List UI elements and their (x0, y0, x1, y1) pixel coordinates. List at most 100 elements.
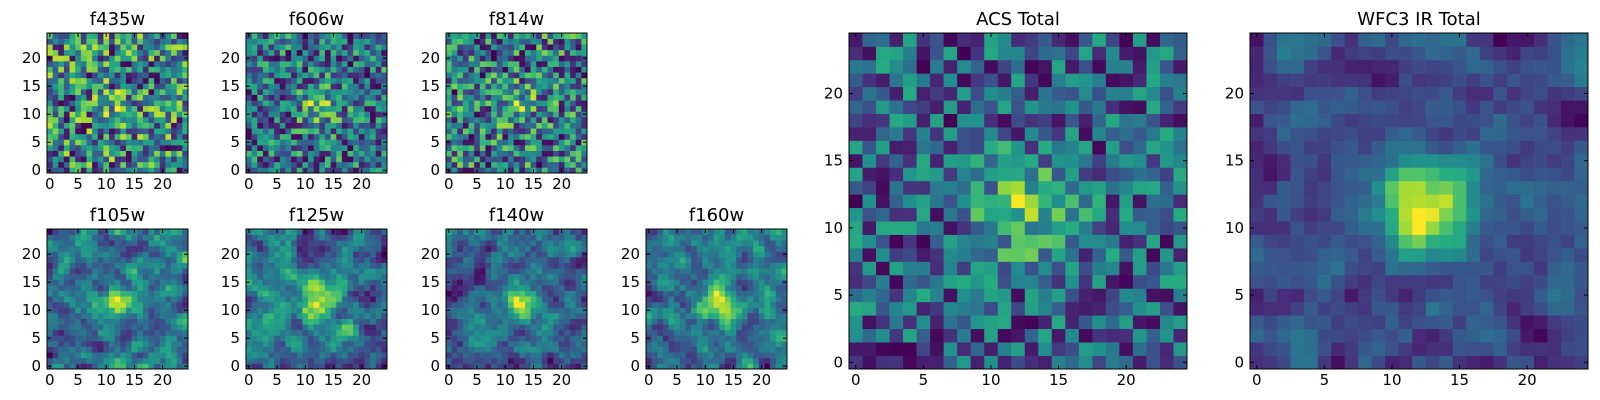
heatmap-cell (747, 346, 754, 353)
heatmap-cell (262, 307, 269, 314)
heatmap-cell (285, 128, 292, 135)
heatmap-cell (165, 49, 172, 56)
heatmap-cell (547, 329, 554, 336)
heatmap-cell (324, 117, 331, 123)
heatmap-cell (353, 44, 360, 51)
heatmap-cell (182, 128, 189, 135)
heatmap-cell (708, 279, 715, 286)
heatmap-cell (930, 194, 944, 209)
heatmap-cell (86, 61, 93, 67)
heatmap-cell (268, 341, 275, 347)
heatmap-cell (446, 273, 452, 280)
heatmap-cell (536, 105, 543, 112)
heatmap-cell (268, 72, 275, 79)
heatmap-cell (268, 77, 275, 84)
heatmap-cell (148, 83, 155, 90)
heatmap-cell (257, 61, 264, 67)
heatmap-cell (103, 262, 110, 269)
heatmap-cell (462, 273, 469, 280)
heatmap-cell (1132, 207, 1147, 222)
heatmap-cell (1011, 248, 1026, 262)
heatmap-cell (302, 38, 309, 45)
heatmap-cell (1024, 167, 1039, 182)
heatmap-cell (570, 335, 577, 342)
heatmap-cell (148, 285, 155, 291)
heatmap-cell (251, 324, 258, 331)
heatmap-cell (519, 33, 526, 39)
y-tick-label: 10 (22, 105, 41, 123)
heatmap-cell (708, 245, 715, 252)
heatmap-cell (274, 128, 281, 135)
heatmap-cell (513, 262, 520, 269)
heatmap-cell (159, 296, 166, 303)
heatmap-cell (657, 285, 664, 291)
heatmap-cell (341, 229, 348, 235)
heatmap-cell (109, 363, 116, 370)
heatmap-cell (508, 44, 515, 51)
heatmap-cell (553, 139, 560, 146)
heatmap-cell (285, 363, 292, 370)
heatmap-cell (651, 341, 658, 347)
heatmap-cell (148, 234, 155, 241)
heatmap-cell (279, 77, 286, 84)
heatmap-cell (558, 245, 565, 252)
heatmap-cell (114, 145, 121, 151)
heatmap-cell (496, 273, 503, 280)
heatmap-cell (159, 245, 166, 252)
heatmap-cell (69, 279, 76, 286)
heatmap-cell (770, 257, 777, 263)
heatmap-cell (341, 363, 348, 370)
heatmap-cell (446, 161, 452, 168)
heatmap-cell (142, 363, 149, 370)
heatmap-cell (154, 100, 161, 107)
heatmap-cell (474, 251, 481, 258)
heatmap-cell (558, 89, 565, 95)
heatmap-cell (553, 133, 560, 140)
heatmap-cell (1051, 167, 1066, 182)
heatmap-cell (547, 150, 554, 157)
heatmap-cell (159, 307, 166, 314)
heatmap-cell (69, 83, 76, 90)
heatmap-cell (176, 89, 183, 95)
heatmap-cell (524, 128, 531, 135)
heatmap-cell (257, 307, 264, 314)
heatmap-cell (662, 307, 669, 314)
heatmap-cell (1092, 234, 1107, 249)
heatmap-cell (719, 352, 726, 359)
heatmap-cell (154, 66, 161, 73)
heatmap-cell (279, 122, 286, 129)
heatmap-cell (997, 194, 1012, 209)
heatmap-cell (916, 328, 931, 343)
heatmap-cell (491, 268, 498, 275)
heatmap-cell (257, 301, 264, 308)
heatmap-cell (159, 94, 166, 101)
heatmap-cell (358, 234, 365, 241)
heatmap-cell (513, 251, 520, 258)
heatmap-cell (741, 251, 748, 258)
heatmap-cell (1105, 221, 1120, 235)
heatmap-cell (496, 145, 503, 151)
heatmap-cell (52, 240, 59, 247)
heatmap-cell (468, 290, 475, 297)
heatmap-cell (165, 313, 172, 319)
heatmap-cell (302, 352, 309, 359)
heatmap-cell (246, 234, 252, 241)
heatmap-cell (668, 234, 675, 241)
heatmap-cell (508, 111, 515, 118)
heatmap-cell (109, 66, 116, 73)
heatmap-cell (114, 245, 121, 252)
heatmap-cell (375, 38, 382, 45)
heatmap-cell (324, 161, 331, 168)
heatmap-cell (171, 105, 178, 112)
heatmap-cell (176, 55, 183, 62)
heatmap-cell (468, 167, 475, 174)
heatmap-cell (52, 245, 59, 252)
heatmap-cell (296, 352, 303, 359)
heatmap-cell (154, 128, 161, 135)
heatmap-cell (159, 111, 166, 118)
x-tick-label: 20 (552, 175, 571, 193)
heatmap-cell (770, 245, 777, 252)
heatmap-cell (137, 268, 144, 275)
heatmap-cell (849, 274, 863, 289)
heatmap-cell (741, 279, 748, 286)
